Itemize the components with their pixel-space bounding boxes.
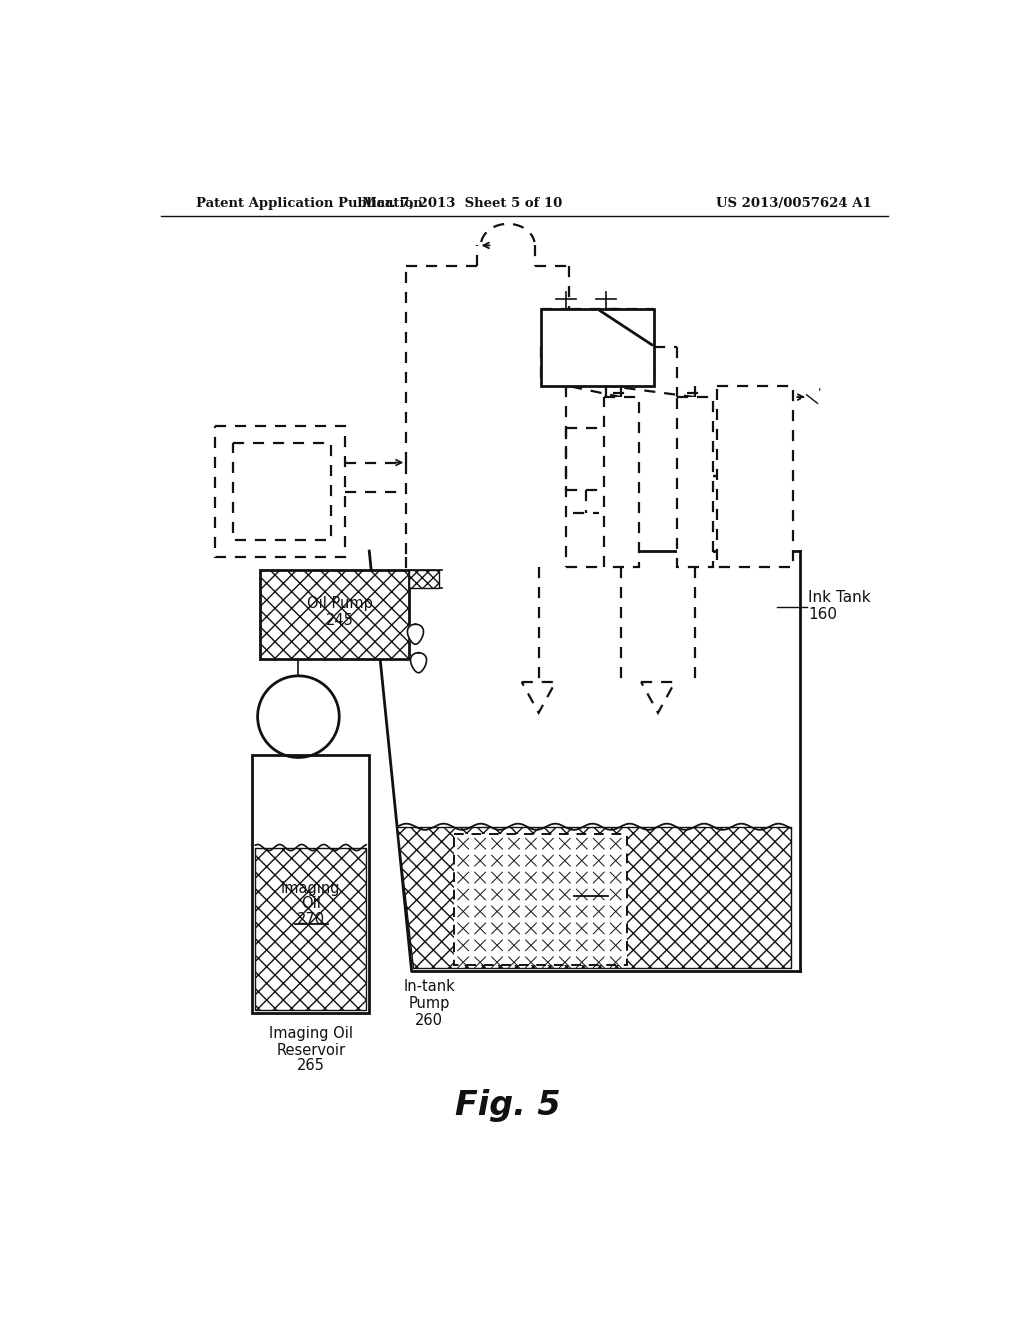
Polygon shape [215, 426, 345, 557]
Polygon shape [454, 834, 628, 965]
Polygon shape [255, 847, 367, 1010]
Text: 265: 265 [297, 1057, 325, 1073]
Polygon shape [411, 653, 427, 673]
Text: Oil: Oil [301, 896, 321, 911]
Text: Ink Tank: Ink Tank [808, 590, 870, 605]
Text: US 2013/0057624 A1: US 2013/0057624 A1 [716, 197, 871, 210]
Polygon shape [717, 385, 793, 566]
Polygon shape [252, 755, 370, 1014]
Text: Fig. 5: Fig. 5 [455, 1089, 561, 1122]
Text: Patent Application Publication: Patent Application Publication [196, 197, 423, 210]
Text: Imaging: Imaging [561, 853, 621, 869]
Polygon shape [541, 309, 654, 385]
Text: ': ' [818, 387, 821, 400]
Text: Reservoir: Reservoir [276, 1043, 345, 1057]
Polygon shape [260, 570, 410, 659]
Text: 245: 245 [326, 612, 354, 628]
Text: 270: 270 [297, 912, 325, 927]
Text: Imaging Oil: Imaging Oil [268, 1027, 352, 1041]
Polygon shape [233, 444, 331, 540]
Text: Pump: Pump [409, 995, 450, 1011]
Text: In-tank: In-tank [403, 978, 456, 994]
Text: Imaging: Imaging [281, 880, 341, 896]
Text: Oil Pump: Oil Pump [307, 595, 373, 611]
Polygon shape [604, 397, 639, 566]
Polygon shape [408, 624, 424, 644]
Text: Oil: Oil [581, 869, 601, 883]
Polygon shape [677, 397, 713, 566]
Polygon shape [397, 826, 792, 968]
Text: 160: 160 [808, 607, 838, 622]
Text: Mar. 7, 2013  Sheet 5 of 10: Mar. 7, 2013 Sheet 5 of 10 [361, 197, 562, 210]
Polygon shape [410, 570, 438, 589]
Text: 270: 270 [577, 884, 605, 899]
Text: 260: 260 [416, 1012, 443, 1027]
